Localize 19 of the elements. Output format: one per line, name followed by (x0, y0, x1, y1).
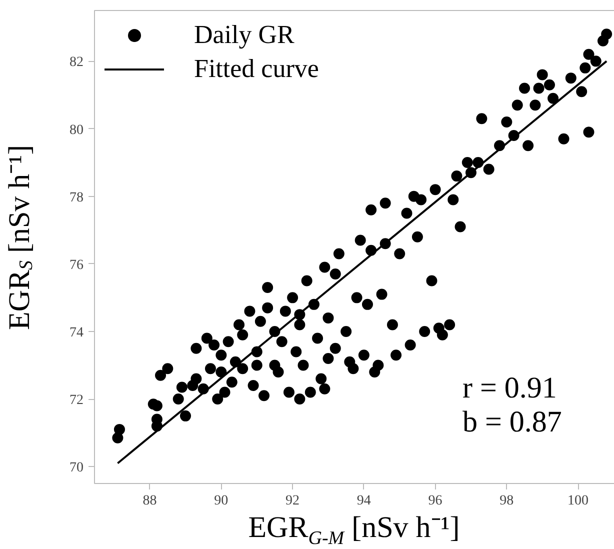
x-tick-label: 94 (356, 494, 371, 508)
annotation: b = 0.87 (462, 406, 562, 438)
x-tick-label: 92 (286, 494, 300, 508)
legend-label: Fitted curve (194, 54, 319, 84)
y-tick-label: 72 (70, 393, 84, 408)
annotation: r = 0.91 (462, 372, 557, 404)
y-tick-label: 80 (70, 122, 84, 138)
y-tick-label: 82 (70, 55, 84, 70)
x-tick-label: 90 (214, 494, 228, 508)
y-tick-label: 74 (70, 325, 84, 340)
x-tick-label: 98 (500, 494, 514, 508)
y-tick-label: 78 (70, 190, 84, 206)
x-axis-title: EGR$_{G-M}$ [nSv h⁻¹] (248, 511, 460, 549)
y-tick-label: 76 (70, 258, 84, 273)
legend-label: Daily GR (194, 20, 294, 50)
x-tick-label: 100 (568, 494, 589, 508)
x-tick-label: 88 (142, 494, 157, 508)
x-tick-label: 96 (428, 494, 442, 508)
y-tick-label: 70 (70, 460, 84, 476)
